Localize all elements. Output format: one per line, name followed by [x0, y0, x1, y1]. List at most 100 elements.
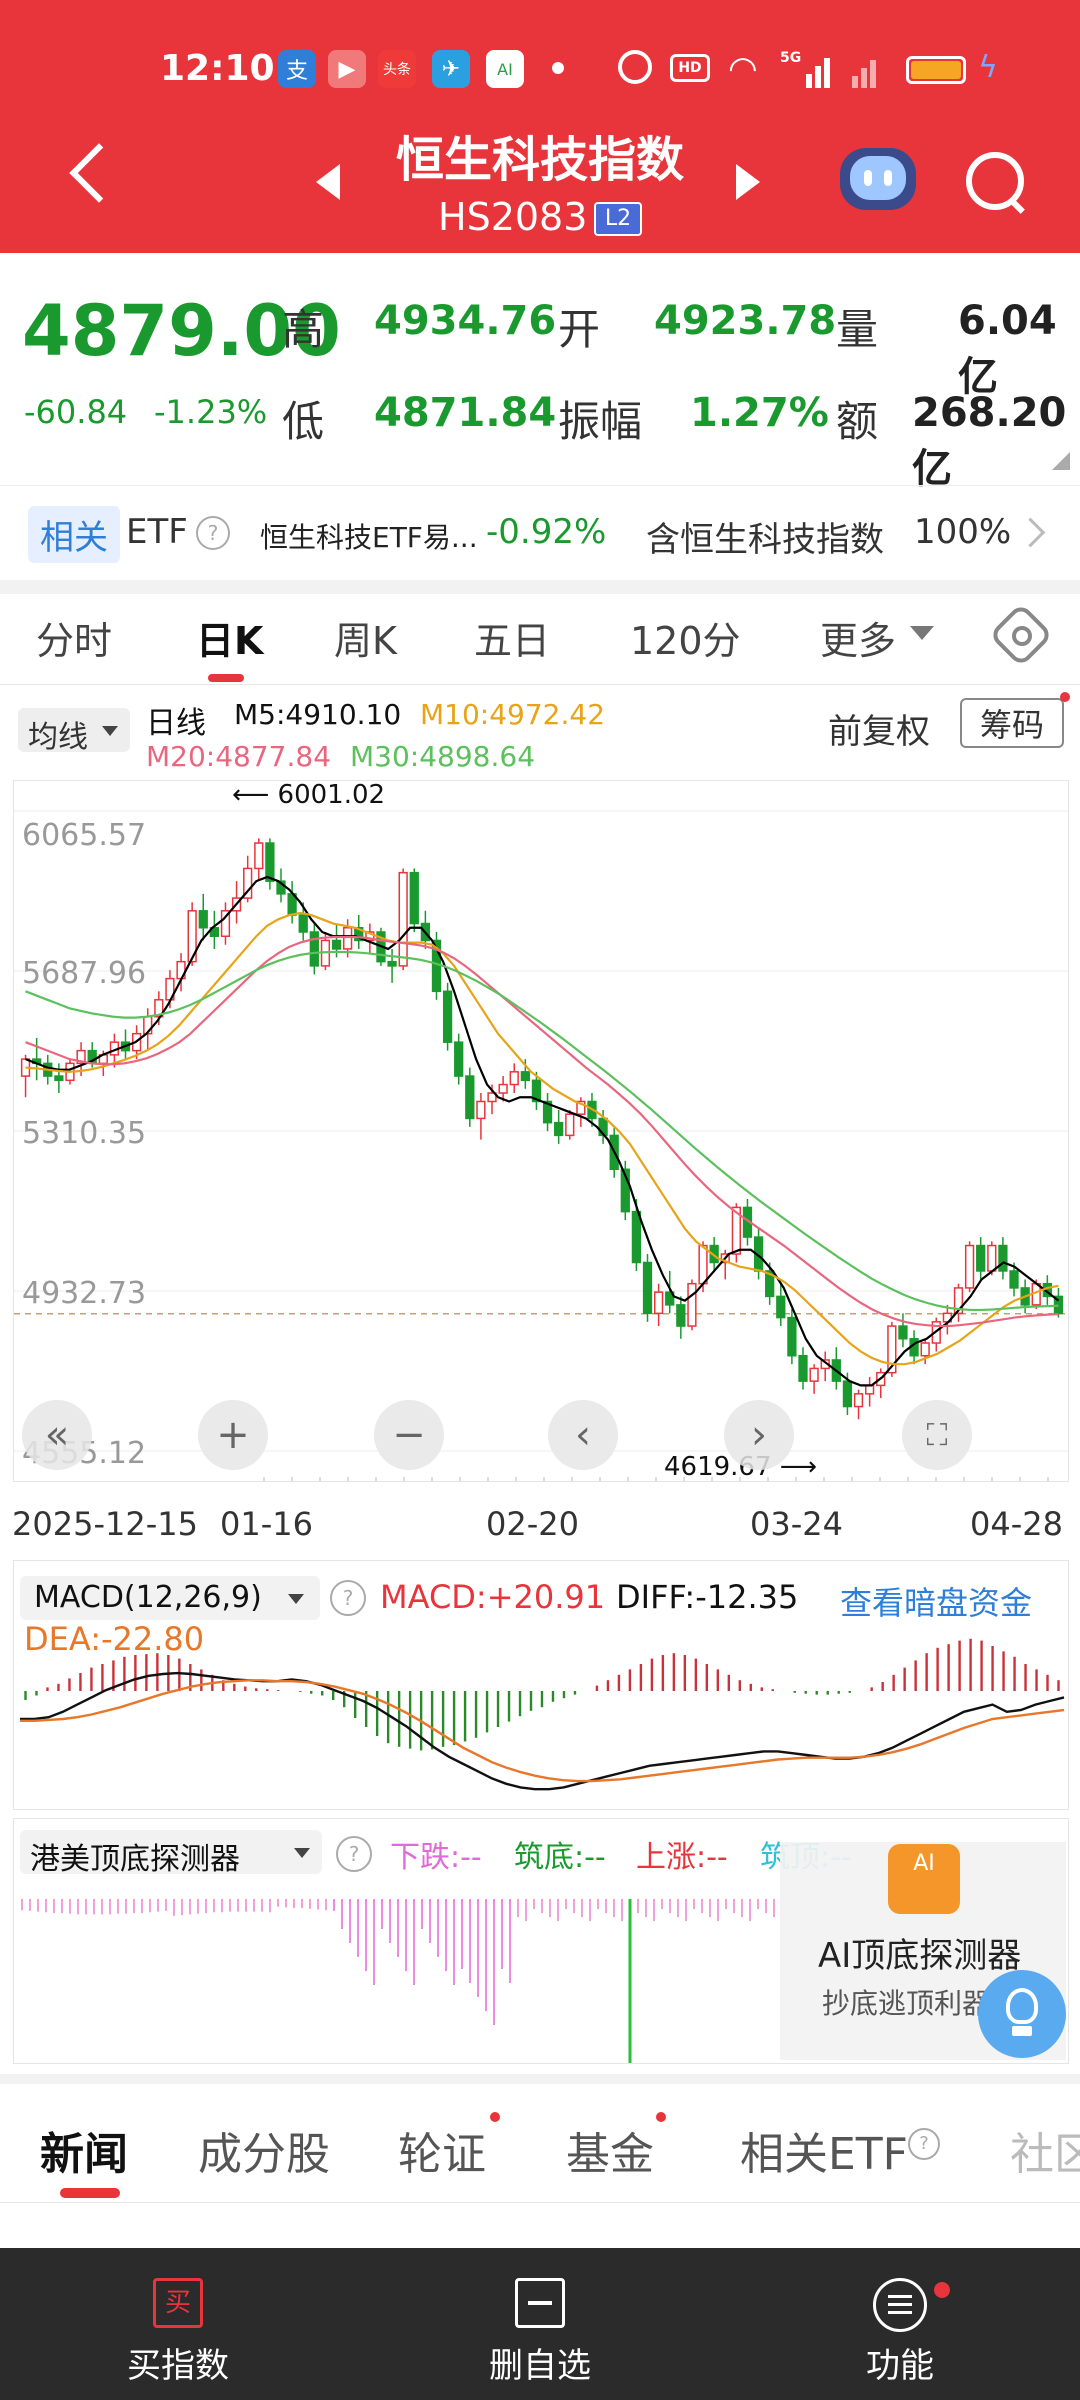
tab-more[interactable]: 更多 [820, 619, 897, 663]
tab-active-indicator [208, 674, 244, 682]
candle-body [887, 1325, 897, 1374]
detector-dropdown-icon [294, 1848, 310, 1858]
buy-index-button[interactable]: 买 买指数 [78, 2248, 278, 2387]
tab-related-etf[interactable]: 相关ETF [740, 2129, 908, 2180]
dark-pool-link[interactable]: 查看暗盘资金 [840, 1584, 1033, 1622]
signal-5g-icon: 5G [780, 50, 836, 88]
dot-icon [552, 62, 564, 74]
diff-value: DIFF:-12.35 [616, 1578, 799, 1616]
amount-value: 268.20亿 [912, 390, 1067, 492]
fullscreen-button[interactable]: ⛶ [902, 1400, 972, 1470]
candle-body [976, 1244, 986, 1272]
detector-help-icon[interactable]: ? [336, 1836, 372, 1872]
amplitude-value: 1.27% [690, 390, 829, 436]
scroll-left-button[interactable]: ‹ [548, 1400, 618, 1470]
candle-body [387, 960, 397, 967]
candle-body [776, 1295, 786, 1319]
ai-app-icon: AI [486, 50, 524, 88]
remove-watchlist-button[interactable]: 删自选 [440, 2248, 640, 2387]
ma-selector[interactable]: 均线 [18, 708, 130, 755]
m5-value: M5:4910.10 [234, 698, 402, 731]
hint-bulb-button[interactable] [978, 1970, 1066, 2058]
tab-news[interactable]: 新闻 [40, 2129, 128, 2180]
expand-corner-icon[interactable] [1052, 452, 1070, 470]
index-code: HS2083 [438, 195, 588, 239]
candle-body [265, 842, 275, 882]
status-time: 12:10 [160, 48, 275, 89]
etf-help-icon[interactable]: ? [908, 2128, 940, 2160]
candle-body [243, 867, 253, 899]
bottom-status: 筑底:-- [514, 1840, 606, 1875]
lightbulb-icon [1006, 1988, 1038, 2024]
tab-community[interactable]: 社区 [1010, 2129, 1080, 2180]
macd-help-icon[interactable]: ? [330, 1580, 366, 1616]
l2-badge: L2 [594, 202, 642, 236]
candle-body [354, 927, 364, 942]
chips-button[interactable]: 筹码 [960, 698, 1064, 748]
candle-body [542, 1100, 553, 1124]
candle-body [309, 931, 319, 967]
search-button[interactable] [962, 148, 1032, 218]
candle-body [476, 1100, 486, 1120]
zoom-out-button[interactable]: − [374, 1400, 444, 1470]
detector-panel[interactable] [13, 1818, 1069, 2064]
next-index-button[interactable] [736, 164, 760, 200]
candle-body [76, 1049, 86, 1065]
candle-body [842, 1380, 853, 1408]
tab-timeshare[interactable]: 分时 [36, 619, 113, 663]
x-tick-label: 02-20 [486, 1505, 579, 1543]
tab-warrants[interactable]: 轮证 [398, 2129, 486, 2180]
candle-body [865, 1384, 875, 1395]
high-value: 4934.76 [374, 298, 557, 344]
m10-value: M10:4972.42 [420, 698, 606, 731]
detector-selector[interactable]: 港美顶底探测器 [20, 1830, 322, 1877]
candle-body [343, 927, 353, 950]
tab-funds[interactable]: 基金 [566, 2129, 654, 2180]
jump-start-button[interactable]: « [22, 1400, 92, 1470]
drop-status: 下跌:-- [390, 1840, 482, 1875]
battery-icon [906, 56, 966, 84]
candle-body [398, 871, 408, 967]
x-tick-label: 01-16 [220, 1505, 313, 1543]
candle-body [787, 1316, 797, 1357]
function-label: 功能 [866, 2346, 934, 2386]
candle-body [209, 927, 219, 937]
tabs-bottom-divider [0, 2202, 1080, 2203]
ma-line-m20 [25, 935, 1059, 1328]
candle-body [220, 910, 231, 937]
candle-body [54, 1075, 64, 1082]
macd-selector[interactable]: MACD(12,26,9) [20, 1576, 320, 1620]
macd-panel[interactable] [13, 1560, 1069, 1810]
y-tick-label: 5310.35 [22, 1116, 146, 1151]
amount-label: 额 [836, 397, 879, 446]
open-value: 4923.78 [654, 298, 837, 344]
help-icon[interactable]: ? [196, 516, 230, 550]
prev-index-button[interactable] [316, 164, 340, 200]
robot-assistant-button[interactable] [840, 148, 916, 210]
chips-notification-dot [1060, 692, 1070, 702]
macd-svg [20, 1638, 1065, 1791]
zoom-in-button[interactable]: + [198, 1400, 268, 1470]
candle-body [953, 1287, 964, 1315]
tab-constituents[interactable]: 成分股 [198, 2129, 330, 2180]
candle-body [442, 990, 453, 1043]
ai-detector-subtitle: 抄底逃顶利器 [822, 1987, 991, 2020]
tab-120-min[interactable]: 120分 [630, 619, 741, 663]
function-button[interactable]: 功能 [800, 2248, 1000, 2387]
scroll-right-button[interactable]: › [724, 1400, 794, 1470]
dea-line [20, 1679, 1065, 1783]
function-dot [934, 2282, 950, 2298]
holding-label: 含恒生科技指数 [646, 520, 884, 560]
tab-five-day[interactable]: 五日 [474, 619, 551, 663]
candle-body [298, 914, 308, 933]
settings-button[interactable] [988, 602, 1054, 668]
candle-body [853, 1393, 864, 1408]
related-etf-strip[interactable]: 相关 ETF ? 恒生科技ETF易... -0.92% 含恒生科技指数 100% [0, 485, 1080, 586]
adjust-selector[interactable]: 前复权 [828, 712, 930, 752]
chevron-right-icon[interactable] [1015, 517, 1046, 548]
macd-dropdown-icon [288, 1594, 304, 1604]
tab-weekly-k[interactable]: 周K [334, 619, 397, 663]
candle-body [365, 931, 375, 942]
tab-daily-k[interactable]: 日K [196, 619, 264, 663]
